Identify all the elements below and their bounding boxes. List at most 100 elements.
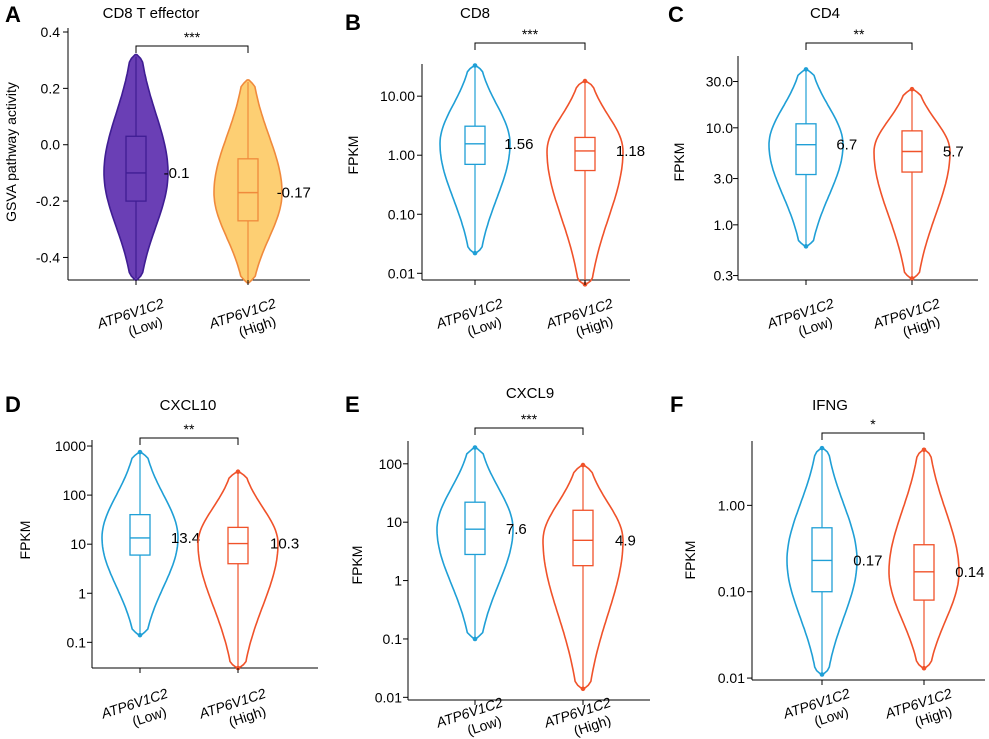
y-tick-label: 10 xyxy=(386,514,402,530)
outlier-point xyxy=(803,67,809,72)
box-iqr xyxy=(464,125,486,166)
median-value-label: 0.17 xyxy=(853,552,882,569)
y-axis-label: FPKM xyxy=(671,143,687,182)
y-tick-label: 30.0 xyxy=(706,74,733,90)
significance-stars: *** xyxy=(522,26,539,42)
violin-shape xyxy=(103,53,169,281)
panel-label: A xyxy=(5,2,21,27)
y-tick-label: 1 xyxy=(78,585,86,601)
y-tick-label: 10 xyxy=(70,536,86,552)
outlier-point xyxy=(137,632,143,638)
box-iqr xyxy=(464,501,486,556)
outlier-point xyxy=(137,449,143,455)
box-iqr xyxy=(227,526,249,565)
y-tick-label: 1.0 xyxy=(714,217,734,233)
median-value-label: 4.9 xyxy=(615,532,636,549)
chart-panel-e: E CXCL9 FPKM 100 10 1 0.1 0.01 *** 7.6 ATP6V1C2(Lo… xyxy=(345,385,650,739)
significance-stars: *** xyxy=(184,29,201,45)
violin-group-low: 6.7 ATP6V1C2(Low) xyxy=(764,67,857,348)
significance-bracket xyxy=(821,432,925,440)
significance-bracket xyxy=(805,42,913,50)
median-value-label: 13.4 xyxy=(171,530,200,547)
outlier-point xyxy=(472,250,478,256)
violin-group-high: 10.3 ATP6V1C2(High) xyxy=(196,469,299,738)
chart-panel-c: C CD4 FPKM 30.0 10.0 3.0 1.0 0.3 ** 6.7 ATP6V1C2(L… xyxy=(668,2,978,348)
median-value-label: -0.1 xyxy=(164,165,190,182)
violin-group-high: 0.14 ATP6V1C2(High) xyxy=(882,447,984,730)
x-tick-label: ATP6V1C2(High) xyxy=(543,295,620,348)
chart-panel-d: D CXCL10 FPKM 1000 100 10 1 0.1 ** 13.4 ATP6V1C2(L… xyxy=(5,392,318,738)
significance-stars: *** xyxy=(521,411,538,427)
significance-stars: * xyxy=(870,416,876,432)
y-tick-label: 1000 xyxy=(55,438,86,454)
x-tick-label: ATP6V1C2(High) xyxy=(870,295,947,348)
outlier-point xyxy=(472,63,478,68)
outlier-point xyxy=(921,447,927,453)
chart-panel-f: F IFNGFPKM1.000.100.01*0.17ATP6V1C2(Low)0… xyxy=(670,392,985,730)
median-value-label: 1.18 xyxy=(616,143,645,160)
y-tick-label: 0.3 xyxy=(714,268,734,284)
median-value-label: 10.3 xyxy=(270,536,299,553)
y-tick-label: 1.00 xyxy=(718,497,745,513)
panel-label: D xyxy=(5,392,21,417)
x-tick-label: ATP6V1C2(Low) xyxy=(98,685,175,738)
panel-label: C xyxy=(668,2,684,27)
violin-group-low: -0.1 ATP6V1C2(Low) xyxy=(94,53,190,339)
y-tick-label: -0.2 xyxy=(36,193,60,209)
box-iqr xyxy=(795,123,817,176)
chart-panel-a: A CD8 T effector GSVA pathway activity 0.4 0… xyxy=(3,2,311,348)
chart-title: IFNG xyxy=(812,397,848,414)
outlier-point xyxy=(909,86,915,92)
significance-bracket xyxy=(474,42,586,50)
violin-group-low: 13.4 ATP6V1C2(Low) xyxy=(98,449,200,738)
outlier-point xyxy=(582,78,588,84)
x-tick-label: ATP6V1C2(High) xyxy=(206,295,283,348)
violin-group-low: 0.17 ATP6V1C2(Low) xyxy=(780,445,882,729)
violin-group-low: 1.56 ATP6V1C2(Low) xyxy=(433,63,533,339)
median-value-label: 7.6 xyxy=(506,521,527,538)
box-iqr xyxy=(574,136,596,172)
x-tick-label: ATP6V1C2(High) xyxy=(196,685,273,738)
outlier-point xyxy=(235,469,241,474)
y-tick-label: -0.4 xyxy=(36,249,60,265)
y-axis-label: FPKM xyxy=(345,136,361,175)
outlier-point xyxy=(472,445,478,450)
y-tick-label: 1 xyxy=(394,573,402,589)
outlier-point xyxy=(819,445,825,451)
y-tick-label: 0.01 xyxy=(375,689,402,705)
chart-panel-b: B CD8 FPKM 10.00 1.00 0.10 0.01 *** 1.56 ATP6V1C2… xyxy=(345,5,645,348)
y-tick-label: 0.4 xyxy=(41,24,61,40)
violin-group-high: 1.18 ATP6V1C2(High) xyxy=(543,78,645,348)
box-iqr xyxy=(129,513,151,556)
y-tick-label: 0.1 xyxy=(67,634,87,650)
box-iqr xyxy=(237,158,259,222)
y-tick-label: 3.0 xyxy=(714,171,734,187)
y-tick-label: 0.01 xyxy=(388,265,415,281)
x-tick-label: ATP6V1C2(Low) xyxy=(764,295,841,348)
chart-title: CD8 T effector xyxy=(103,5,200,22)
y-tick-label: 0.1 xyxy=(383,631,403,647)
y-axis-label: FPKM xyxy=(682,541,698,580)
significance-bracket xyxy=(135,45,249,53)
violin-group-high: -0.17 ATP6V1C2(High) xyxy=(206,79,311,348)
outlier-point xyxy=(472,636,478,642)
panel-label: F xyxy=(670,392,683,417)
box-iqr xyxy=(811,527,833,593)
significance-stars: ** xyxy=(184,421,195,437)
panel-label: B xyxy=(345,10,361,35)
significance-stars: ** xyxy=(854,26,865,42)
significance-bracket xyxy=(474,427,584,435)
violin-group-low: 7.6 ATP6V1C2(Low) xyxy=(433,445,527,738)
y-tick-label: 0.2 xyxy=(41,80,61,96)
outlier-point xyxy=(921,665,927,671)
y-tick-label: 0.0 xyxy=(41,137,61,153)
median-value-label: 1.56 xyxy=(504,136,533,153)
significance-bracket xyxy=(139,437,239,445)
median-value-label: 5.7 xyxy=(943,143,964,160)
y-tick-label: 100 xyxy=(379,456,403,472)
violin-shape xyxy=(213,79,283,284)
outlier-point xyxy=(819,672,825,677)
chart-title: CXCL9 xyxy=(506,385,554,402)
y-tick-label: 0.10 xyxy=(388,206,415,222)
chart-title: CD8 xyxy=(460,5,490,22)
